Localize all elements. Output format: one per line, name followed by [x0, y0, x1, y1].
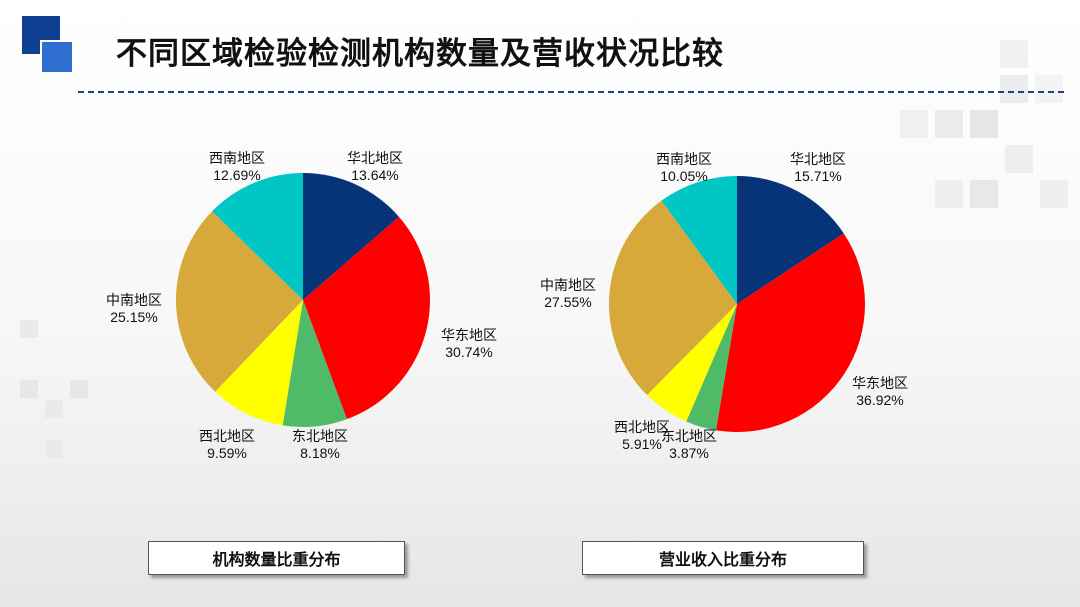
pie-slice — [647, 304, 737, 422]
slice-label: 西北地区 — [614, 420, 670, 436]
background-tile — [20, 380, 38, 398]
background-tile — [70, 380, 88, 398]
pie-slice — [303, 173, 400, 300]
slice-value-label: 27.55% — [544, 294, 591, 310]
pie-slice — [303, 216, 431, 420]
caption-text: 营业收入比重分布 — [658, 550, 787, 569]
slice-value-label: 10.05% — [660, 168, 707, 184]
slice-label: 西南地区 — [209, 151, 265, 167]
background-tile — [900, 110, 928, 138]
pie-slice — [661, 176, 737, 304]
slice-value-label: 36.92% — [856, 392, 903, 408]
slice-label: 西北地区 — [199, 429, 255, 445]
caption-org-count: 机构数量比重分布 — [148, 541, 405, 575]
title-divider — [78, 91, 1064, 93]
pie-slice — [212, 173, 303, 300]
slice-label: 东北地区 — [661, 429, 717, 445]
slice-value-label: 12.69% — [213, 167, 260, 183]
slice-value-label: 5.91% — [622, 436, 662, 452]
background-tile — [1000, 40, 1028, 68]
background-tile — [1000, 75, 1028, 103]
background-tile — [20, 320, 38, 338]
background-tile — [970, 110, 998, 138]
slice-label: 华北地区 — [790, 152, 846, 168]
background-tile — [1035, 75, 1063, 103]
logo-square-light — [40, 40, 74, 74]
slice-value-label: 25.15% — [110, 309, 157, 325]
slice-value-label: 8.18% — [300, 445, 340, 461]
background-tile — [935, 110, 963, 138]
background-tile — [1040, 180, 1068, 208]
pie-slice — [609, 200, 737, 396]
background-tile — [1005, 145, 1033, 173]
slice-value-label: 30.74% — [445, 344, 492, 360]
background-tile — [970, 180, 998, 208]
pie-slice — [686, 304, 737, 431]
pie-slice — [175, 211, 303, 392]
pie-slice — [215, 300, 303, 426]
slice-value-label: 3.87% — [669, 445, 709, 461]
slice-label: 中南地区 — [540, 278, 596, 294]
caption-revenue: 营业收入比重分布 — [582, 541, 864, 575]
pie-slice — [737, 176, 844, 304]
slice-label: 华东地区 — [852, 376, 908, 392]
slice-label: 华东地区 — [441, 328, 497, 344]
slice-value-label: 9.59% — [207, 445, 247, 461]
pie-slice — [282, 300, 347, 427]
pie-slice — [715, 233, 865, 432]
page-title: 不同区域检验检测机构数量及营收状况比较 — [116, 36, 724, 72]
background-tile — [45, 440, 63, 458]
background-tile — [45, 400, 63, 418]
caption-text: 机构数量比重分布 — [212, 550, 341, 569]
slice-value-label: 13.64% — [351, 167, 398, 183]
slice-value-label: 15.71% — [794, 168, 841, 184]
slice-label: 中南地区 — [106, 293, 162, 309]
slice-label: 西南地区 — [656, 152, 712, 168]
background-tile — [935, 180, 963, 208]
slice-label: 东北地区 — [292, 429, 348, 445]
slice-label: 华北地区 — [347, 151, 403, 167]
